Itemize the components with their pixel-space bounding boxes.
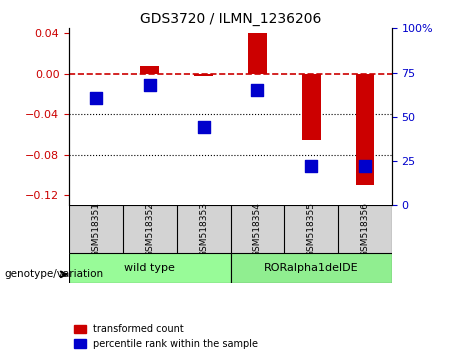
Text: genotype/variation: genotype/variation xyxy=(5,269,104,279)
Point xyxy=(200,124,207,130)
Text: GSM518352: GSM518352 xyxy=(145,202,154,257)
Bar xyxy=(230,253,392,283)
Title: GDS3720 / ILMN_1236206: GDS3720 / ILMN_1236206 xyxy=(140,12,321,26)
Text: wild type: wild type xyxy=(124,263,175,273)
Text: GSM518354: GSM518354 xyxy=(253,202,262,257)
Legend: transformed count, percentile rank within the sample: transformed count, percentile rank withi… xyxy=(74,324,259,349)
Bar xyxy=(248,33,267,74)
Text: GSM518355: GSM518355 xyxy=(307,202,316,257)
Bar xyxy=(194,74,213,76)
Bar xyxy=(69,253,230,283)
Text: GSM518353: GSM518353 xyxy=(199,202,208,257)
Point xyxy=(361,163,369,169)
Text: GSM518356: GSM518356 xyxy=(361,202,369,257)
Bar xyxy=(302,74,320,139)
Text: GSM518351: GSM518351 xyxy=(92,202,100,257)
Point xyxy=(92,95,100,101)
Bar xyxy=(355,74,374,185)
Point xyxy=(254,87,261,93)
Bar xyxy=(141,66,159,74)
Point xyxy=(146,82,154,88)
Point xyxy=(307,163,315,169)
Text: RORalpha1delDE: RORalpha1delDE xyxy=(264,263,359,273)
